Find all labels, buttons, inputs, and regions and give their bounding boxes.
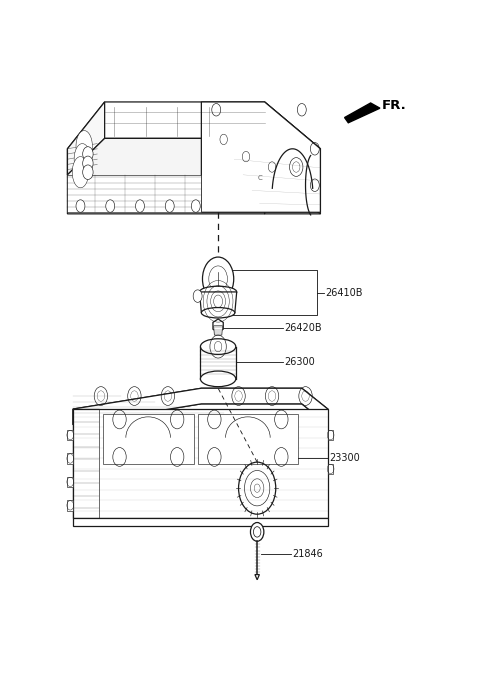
Circle shape xyxy=(83,147,93,162)
Circle shape xyxy=(165,200,174,212)
Polygon shape xyxy=(73,388,328,425)
Polygon shape xyxy=(73,409,328,518)
Circle shape xyxy=(253,527,261,537)
Text: 26300: 26300 xyxy=(284,357,315,366)
Polygon shape xyxy=(67,102,321,214)
Polygon shape xyxy=(76,130,92,162)
Polygon shape xyxy=(67,454,73,464)
Ellipse shape xyxy=(201,371,236,387)
Text: 23300: 23300 xyxy=(329,454,360,464)
Polygon shape xyxy=(264,102,321,214)
Circle shape xyxy=(106,200,115,212)
Text: 21846: 21846 xyxy=(292,549,323,559)
Polygon shape xyxy=(202,102,321,212)
Polygon shape xyxy=(200,292,237,313)
Text: 26410B: 26410B xyxy=(325,288,363,297)
Ellipse shape xyxy=(202,308,235,318)
Polygon shape xyxy=(328,430,334,440)
Ellipse shape xyxy=(200,286,237,297)
Text: C: C xyxy=(257,175,262,181)
Polygon shape xyxy=(67,430,73,440)
Polygon shape xyxy=(213,319,223,333)
Circle shape xyxy=(83,156,93,170)
Circle shape xyxy=(193,290,202,302)
Circle shape xyxy=(76,200,85,212)
Polygon shape xyxy=(73,409,99,518)
Polygon shape xyxy=(345,103,380,123)
Polygon shape xyxy=(198,414,298,464)
Polygon shape xyxy=(103,414,194,464)
Circle shape xyxy=(135,200,144,212)
Polygon shape xyxy=(73,388,328,425)
Circle shape xyxy=(251,523,264,541)
Polygon shape xyxy=(73,518,328,526)
Polygon shape xyxy=(67,477,73,487)
Circle shape xyxy=(203,257,234,301)
Polygon shape xyxy=(72,157,89,188)
Ellipse shape xyxy=(201,339,236,354)
Polygon shape xyxy=(67,102,105,175)
Polygon shape xyxy=(67,139,264,214)
Text: 26420B: 26420B xyxy=(284,323,322,333)
Circle shape xyxy=(83,165,93,180)
Polygon shape xyxy=(255,575,259,580)
Text: FR.: FR. xyxy=(382,99,407,112)
Polygon shape xyxy=(214,326,223,335)
Polygon shape xyxy=(328,464,334,474)
Circle shape xyxy=(192,200,200,212)
Polygon shape xyxy=(67,500,73,510)
Polygon shape xyxy=(67,175,202,212)
Polygon shape xyxy=(74,143,91,175)
